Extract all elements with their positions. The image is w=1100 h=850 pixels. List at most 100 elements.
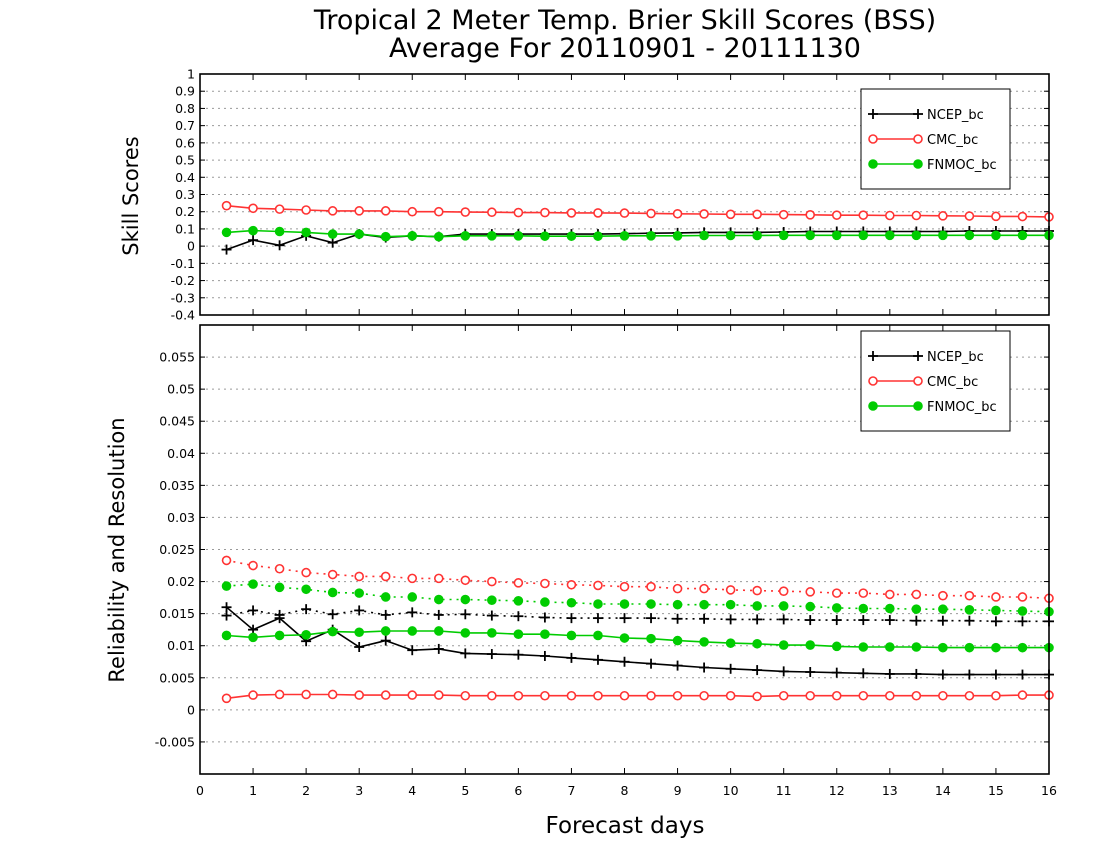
data-point	[619, 613, 630, 624]
data-point	[248, 225, 258, 236]
data-point	[274, 689, 285, 700]
data-point	[911, 642, 922, 652]
data-point	[911, 604, 922, 614]
data-point	[752, 209, 762, 220]
y-tick-label: -0.2	[171, 273, 195, 288]
series-NCEP_bc	[221, 225, 1054, 255]
data-point	[407, 626, 418, 636]
series-dotted-plus	[221, 604, 1054, 627]
data-point	[938, 590, 948, 601]
data-point	[964, 211, 975, 221]
data-point	[672, 231, 683, 241]
y-tick-label: 0.01	[167, 638, 195, 653]
data-point	[380, 231, 391, 242]
data-point	[699, 613, 710, 624]
legend-item: NCEP_bc	[868, 108, 984, 123]
data-point	[380, 635, 391, 646]
data-point	[646, 633, 656, 644]
data-point	[858, 668, 869, 679]
legend-marker	[868, 376, 878, 386]
data-point	[566, 579, 577, 590]
data-point	[221, 602, 232, 613]
data-point	[433, 573, 444, 584]
data-point	[964, 230, 975, 241]
legend-label: CMC_bc	[927, 375, 978, 390]
series-line	[226, 693, 1049, 700]
data-point	[672, 613, 683, 624]
data-point	[672, 583, 683, 594]
data-point	[699, 662, 710, 673]
x-tick-label: 6	[514, 783, 522, 798]
series-NCEP_bc	[221, 602, 1054, 680]
data-point	[646, 658, 657, 669]
y-tick-label: 0.7	[175, 118, 195, 133]
data-point	[540, 690, 550, 701]
legend-label: NCEP_bc	[927, 108, 984, 123]
data-point	[248, 235, 259, 246]
y-tick-label: 0.1	[175, 221, 195, 236]
y-tick-label: 0.3	[175, 187, 195, 202]
data-point	[858, 642, 869, 652]
data-point	[274, 609, 285, 620]
series-line	[226, 583, 1050, 613]
data-point	[991, 690, 1001, 701]
data-point	[937, 669, 948, 680]
data-point	[487, 690, 497, 701]
data-point	[566, 690, 577, 701]
data-point	[725, 638, 736, 648]
legend-marker	[868, 109, 878, 119]
plot-frame	[199, 324, 1050, 775]
data-point	[407, 206, 418, 217]
data-point	[248, 632, 258, 643]
series-line	[226, 559, 1050, 599]
data-point	[407, 690, 418, 700]
y-tick-label: 0	[187, 239, 195, 254]
data-point	[858, 690, 869, 701]
series-line	[226, 630, 1049, 649]
data-point	[566, 208, 577, 218]
data-point	[460, 628, 471, 638]
data-point	[964, 590, 975, 601]
data-point	[380, 592, 391, 602]
legend-marker	[913, 401, 923, 411]
y-tick-label: 0.8	[175, 101, 195, 116]
y-tick-label: -0.3	[171, 290, 195, 305]
data-point	[831, 210, 842, 220]
data-point	[911, 690, 922, 701]
data-point	[725, 209, 736, 220]
data-point	[964, 615, 975, 626]
legend-item: CMC_bc	[868, 375, 978, 390]
legend-marker	[913, 351, 923, 361]
data-point	[327, 626, 338, 637]
x-tick-label: 7	[567, 783, 575, 798]
series-line	[226, 204, 1050, 218]
data-point	[327, 569, 338, 580]
top-y-axis-label: Skill Scores	[119, 136, 143, 255]
y-tick-label: 0.055	[159, 350, 195, 365]
legend-marker	[913, 159, 923, 169]
data-point	[513, 231, 524, 241]
data-point	[752, 585, 762, 596]
data-point	[327, 206, 338, 216]
data-point	[725, 599, 736, 610]
x-tick-label: 13	[882, 783, 898, 798]
series-CMC_bc	[221, 689, 1054, 704]
data-point	[885, 690, 895, 701]
data-point	[619, 599, 630, 609]
bottom-y-axis-label: Reliability and Resolution	[105, 417, 129, 682]
data-point	[460, 609, 471, 620]
y-tick-label: 0.035	[159, 478, 195, 493]
data-point	[592, 654, 603, 665]
data-point	[1017, 592, 1028, 602]
data-point	[1017, 669, 1028, 680]
data-point	[593, 630, 603, 641]
series-line	[226, 608, 1049, 623]
data-point	[752, 638, 762, 649]
data-point	[831, 690, 842, 701]
data-point	[513, 629, 524, 639]
data-point	[725, 585, 736, 595]
data-point	[487, 207, 497, 218]
data-point	[566, 652, 577, 663]
x-tick-label: 9	[674, 783, 682, 798]
